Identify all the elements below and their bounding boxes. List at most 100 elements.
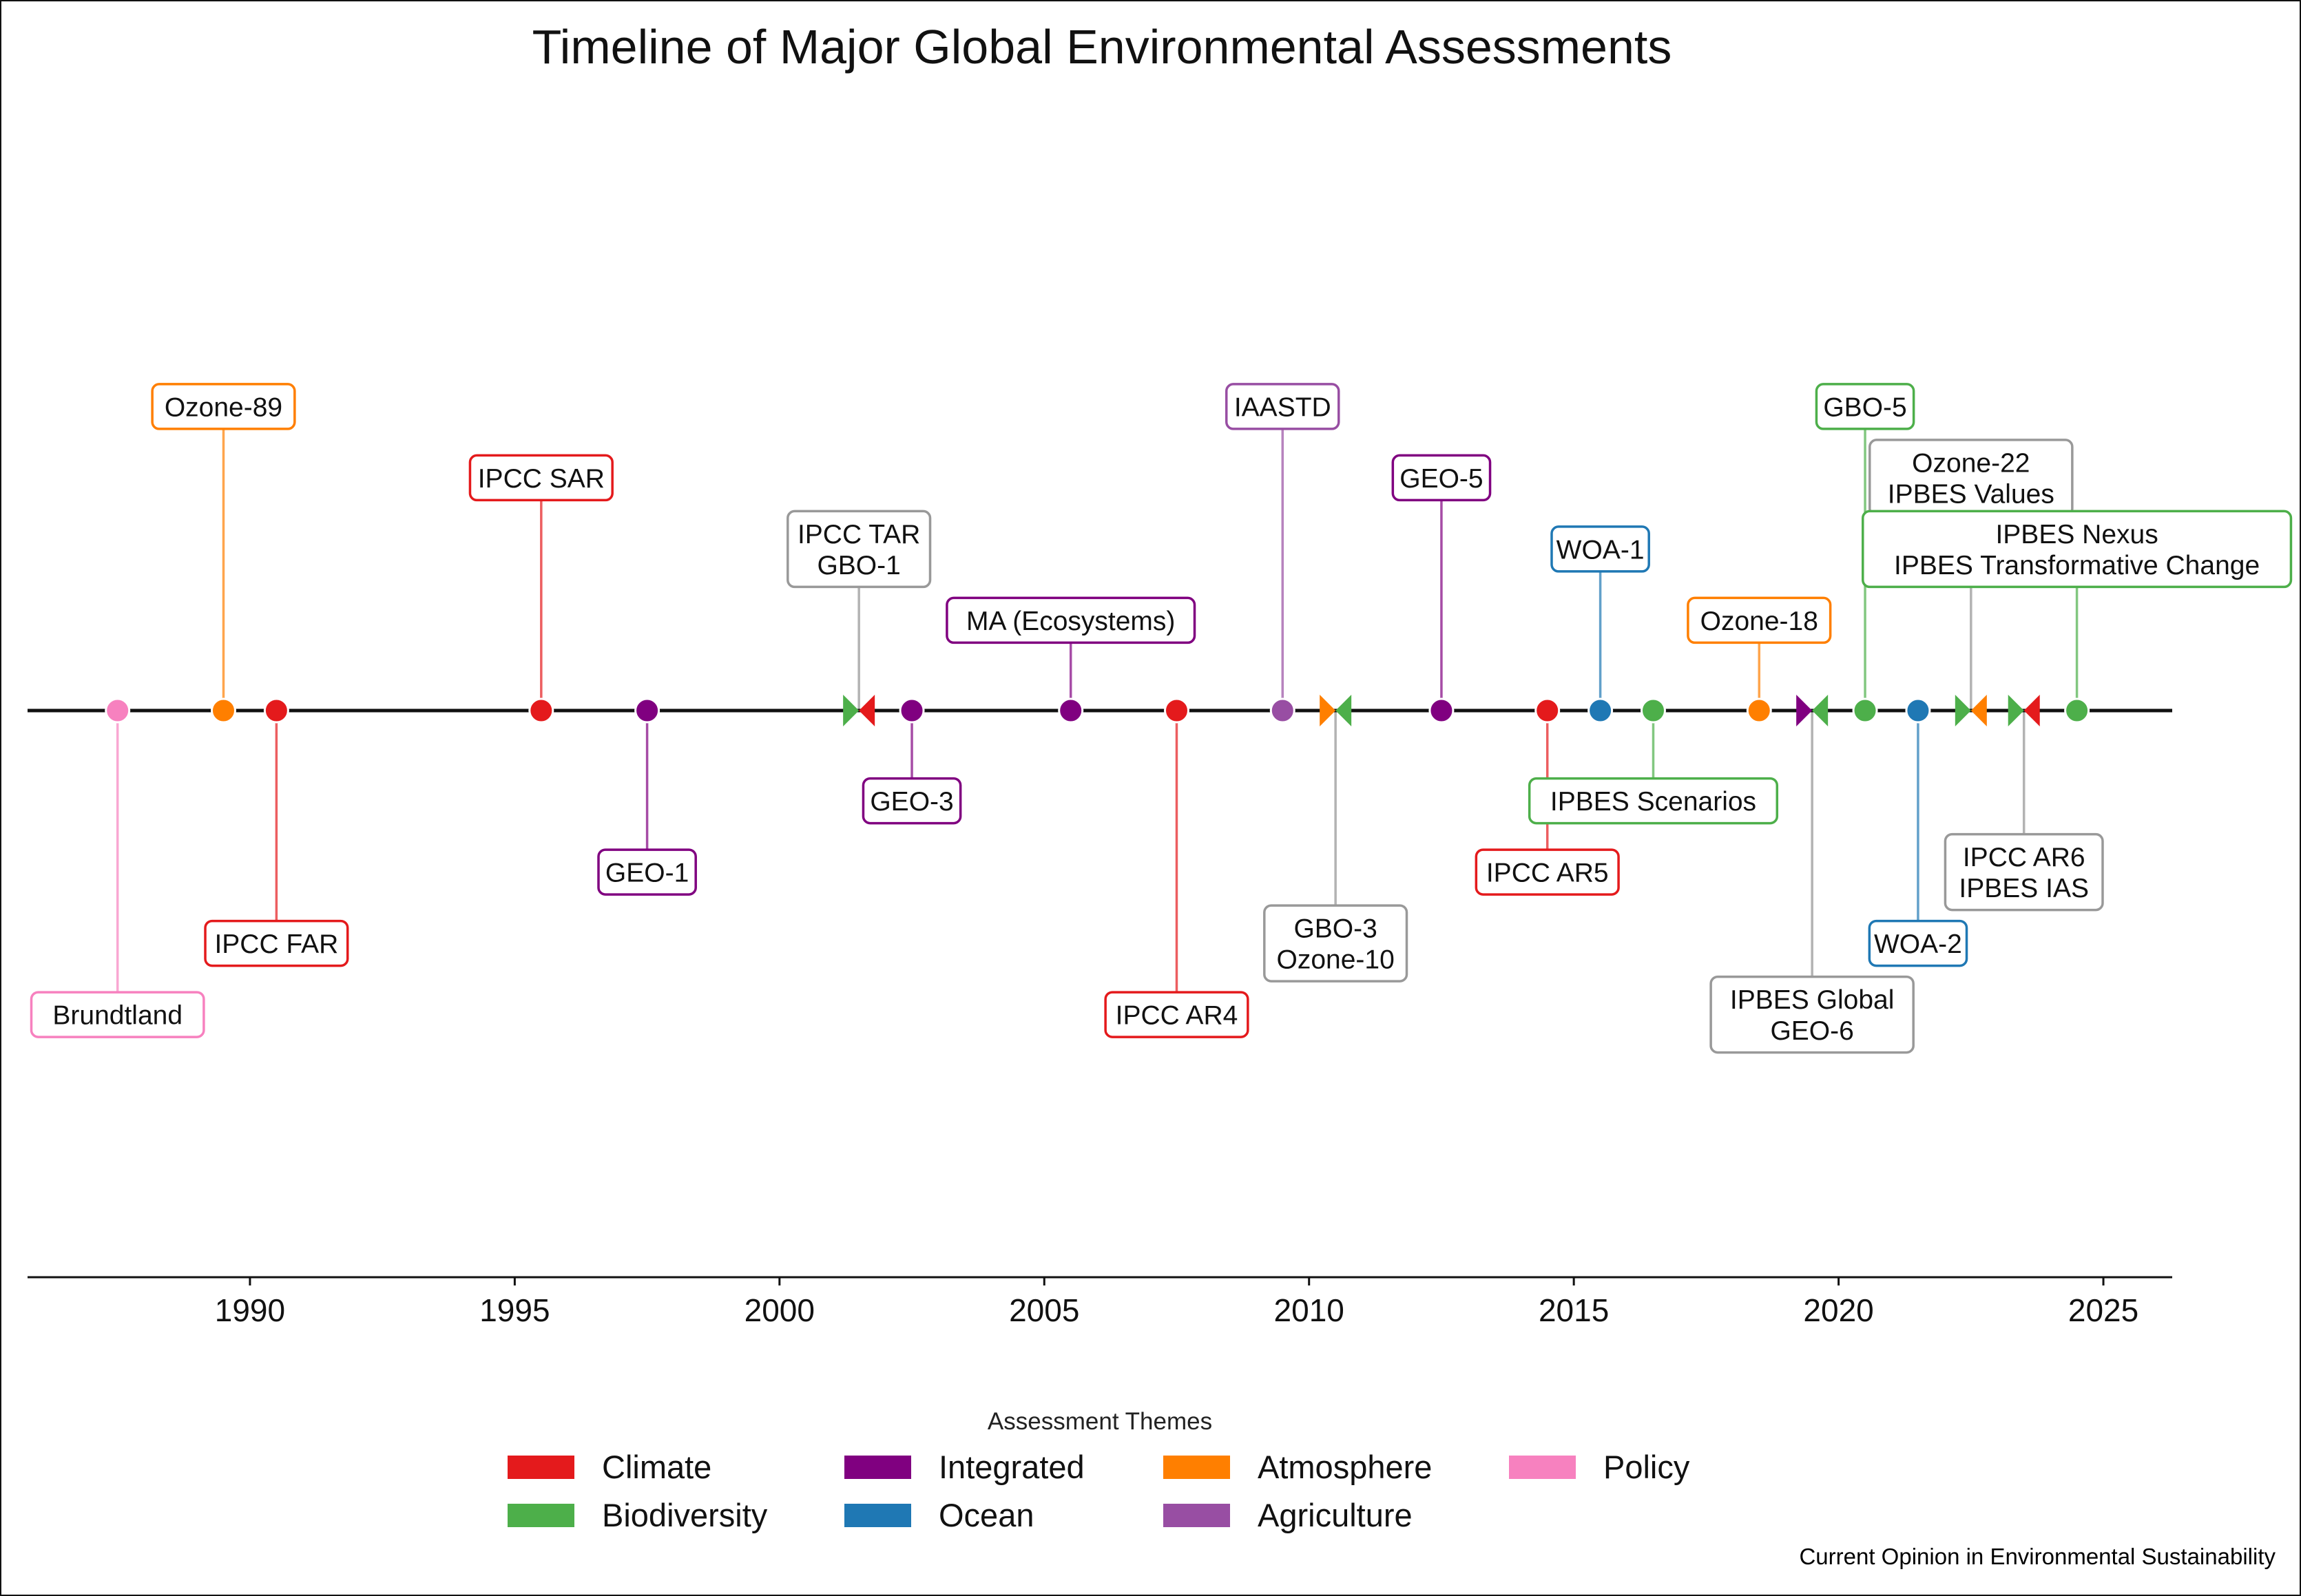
marker-left-ipcc-ar6-ipbes-ias — [2008, 695, 2024, 726]
marker-left-ozone-22-ipbes-values — [1955, 695, 1971, 726]
label-box-gbo-3-ozone-10 — [1263, 904, 1408, 983]
legend-label-agriculture: Agriculture — [1258, 1497, 1413, 1533]
marker-gbo-5 — [1852, 697, 1878, 724]
x-tick-label-1990: 1990 — [215, 1292, 285, 1328]
legend-label-atmosphere: Atmosphere — [1258, 1449, 1432, 1485]
label-box-geo-1 — [597, 848, 697, 896]
chart-title: Timeline of Major Global Environmental A… — [532, 20, 1672, 74]
label-text-geo-5: GEO-5 — [1399, 464, 1483, 494]
marker-ozone-89 — [210, 697, 236, 724]
label-box-woa-1 — [1550, 525, 1650, 573]
legend-swatch-biodiversity — [508, 1504, 574, 1527]
label-text-ipcc-ar4: IPCC AR4 — [1116, 1001, 1238, 1031]
legend-title: Assessment Themes — [988, 1408, 1212, 1435]
label-box-woa-2 — [1868, 919, 1968, 967]
marker-ipbes-scenarios — [1640, 697, 1666, 724]
label-box-ipcc-far — [204, 919, 349, 967]
label-box-ozone-89 — [151, 383, 296, 430]
label-text-gbo-3: GBO-3 — [1293, 914, 1377, 944]
legend: Climate Biodiversity Integrated Ocean Atmosp… — [508, 1449, 1690, 1533]
legend-label-ocean: Ocean — [939, 1497, 1034, 1533]
label-box-ipbes-scenarios — [1528, 777, 1779, 825]
label-text-geo-6: GEO-6 — [1770, 1016, 1853, 1046]
label-box-ipbes-nexus-ipbes-transformative-change — [1862, 510, 2293, 589]
marker-ipcc-sar — [528, 697, 554, 724]
label-box-brundtland — [30, 991, 205, 1038]
x-tick-label-2025: 2025 — [2068, 1292, 2138, 1328]
label-text-woa-1: WOA-1 — [1556, 535, 1645, 565]
label-text-ipbes-ias: IPBES IAS — [1959, 874, 2089, 903]
marker-ipcc-ar4 — [1163, 697, 1189, 724]
marker-ipcc-far — [263, 697, 289, 724]
legend-label-climate: Climate — [602, 1449, 711, 1485]
label-text-ipbes-transformative-change: IPBES Transformative Change — [1894, 551, 2260, 580]
label-text-ozone-22: Ozone-22 — [1912, 448, 2030, 478]
marker-ma-ecosystems — [1058, 697, 1084, 724]
label-box-ipcc-ar6-ipbes-ias — [1944, 832, 2104, 912]
marker-right-ipcc-ar6-ipbes-ias — [2023, 695, 2040, 726]
marker-left-ipcc-tar-gbo-1 — [843, 695, 860, 726]
marker-woa-1 — [1587, 697, 1614, 724]
marker-right-ozone-22-ipbes-values — [1970, 695, 1987, 726]
label-box-ipcc-tar-gbo-1 — [787, 510, 932, 589]
label-text-ipbes-global: IPBES Global — [1730, 985, 1894, 1015]
marker-right-ipcc-tar-gbo-1 — [859, 695, 875, 726]
marker-geo-1 — [634, 697, 660, 724]
legend-label-integrated: Integrated — [939, 1449, 1085, 1485]
marker-right-ipbes-global-geo-6 — [1812, 695, 1829, 726]
label-text-iaastd: IAASTD — [1234, 392, 1331, 422]
label-text-ozone-18: Ozone-18 — [1700, 607, 1818, 636]
legend-label-policy: Policy — [1603, 1449, 1690, 1485]
legend-label-biodiversity: Biodiversity — [602, 1497, 768, 1533]
label-text-ipbes-scenarios: IPBES Scenarios — [1550, 787, 1756, 817]
x-tick-label-2000: 2000 — [745, 1292, 815, 1328]
label-text-ipcc-tar: IPCC TAR — [798, 520, 920, 549]
labels-layer: Brundtland Ozone-89 IPCC FAR IPCC SAR GEO-1 I… — [30, 383, 2293, 1054]
label-box-geo-5 — [1391, 454, 1492, 502]
x-tick-label-2020: 2020 — [1803, 1292, 1873, 1328]
label-text-ipbes-nexus: IPBES Nexus — [1995, 520, 2158, 549]
label-box-ipcc-ar4 — [1104, 991, 1249, 1038]
label-text-ma-ecosystems: MA (Ecosystems) — [966, 607, 1175, 636]
label-box-ma-ecosystems — [946, 596, 1196, 644]
x-tick-label-2010: 2010 — [1274, 1292, 1344, 1328]
marker-brundtland — [105, 697, 131, 724]
x-tick-label-2015: 2015 — [1539, 1292, 1609, 1328]
marker-ipbes-nexus-ipbes-transformative-change — [2064, 697, 2090, 724]
label-text-brundtland: Brundtland — [52, 1001, 183, 1031]
label-text-geo-1: GEO-1 — [605, 859, 689, 888]
label-text-ozone-89: Ozone-89 — [165, 392, 282, 422]
label-text-ipcc-ar6: IPCC AR6 — [1963, 843, 2085, 872]
label-box-iaastd — [1225, 383, 1340, 430]
marker-woa-2 — [1905, 697, 1931, 724]
label-text-ipcc-far: IPCC FAR — [214, 930, 338, 959]
label-box-geo-3 — [862, 777, 962, 825]
label-text-woa-2: WOA-2 — [1874, 930, 1962, 959]
marker-left-gbo-3-ozone-10 — [1320, 695, 1336, 726]
label-text-gbo-1: GBO-1 — [817, 551, 900, 580]
legend-swatch-ocean — [844, 1504, 911, 1527]
label-text-ipcc-sar: IPCC SAR — [478, 464, 605, 494]
marker-right-gbo-3-ozone-10 — [1335, 695, 1352, 726]
x-tick-label-2005: 2005 — [1009, 1292, 1079, 1328]
x-axis-ticks: 1990 1995 2000 2005 2010 2015 2020 2025 — [215, 1277, 2138, 1328]
marker-left-ipbes-global-geo-6 — [1796, 695, 1813, 726]
label-text-gbo-5: GBO-5 — [1823, 392, 1906, 422]
source-credit: Current Opinion in Environmental Sustain… — [1799, 1544, 2276, 1569]
legend-swatch-agriculture — [1163, 1504, 1230, 1527]
label-text-ozone-10: Ozone-10 — [1277, 945, 1395, 975]
label-text-ipcc-ar5: IPCC AR5 — [1486, 859, 1609, 888]
marker-ipcc-ar5 — [1534, 697, 1561, 724]
marker-ozone-18 — [1746, 697, 1772, 724]
x-tick-label-1995: 1995 — [479, 1292, 550, 1328]
label-box-ipcc-ar5 — [1475, 848, 1620, 896]
marker-geo-5 — [1428, 697, 1455, 724]
marker-geo-3 — [899, 697, 925, 724]
legend-swatch-integrated — [844, 1456, 911, 1479]
label-box-ipcc-sar — [468, 454, 614, 502]
markers-layer — [105, 695, 2090, 726]
legend-swatch-atmosphere — [1163, 1456, 1230, 1479]
label-box-ipbes-global-geo-6 — [1709, 975, 1915, 1054]
